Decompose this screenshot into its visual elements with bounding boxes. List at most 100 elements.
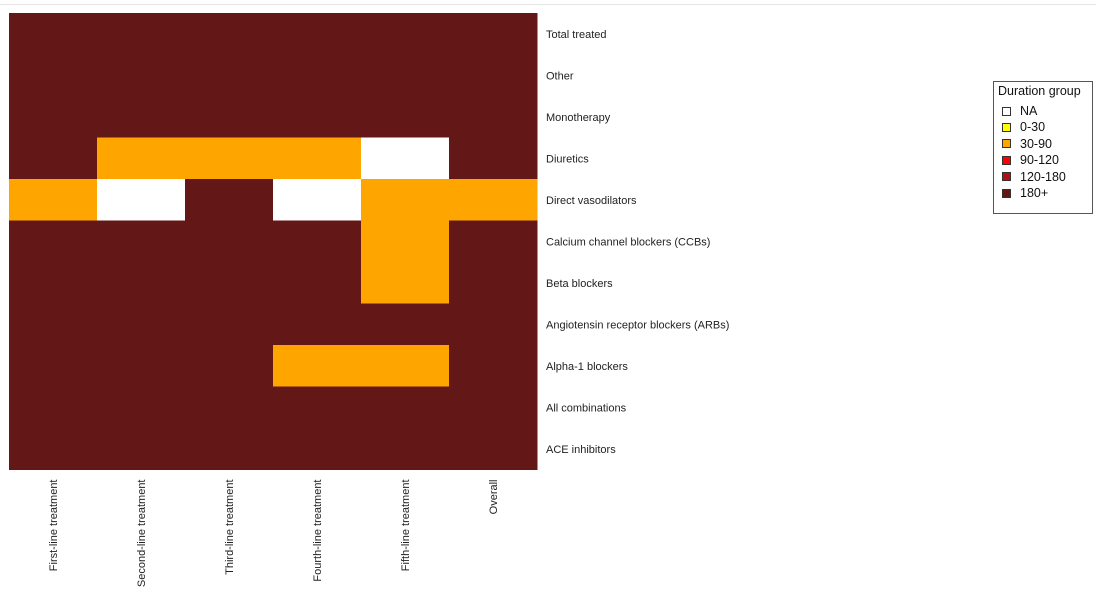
heatmap-cell — [185, 179, 274, 221]
column-label: Fifth-line treatment — [400, 480, 412, 572]
heatmap-cell — [449, 137, 538, 180]
row-label: Calcium channel blockers (CCBs) — [546, 236, 710, 248]
column-labels: First-line treatment Second-line treatmen… — [48, 480, 500, 588]
legend-item: 0-30 — [1002, 119, 1045, 135]
heatmap-cell — [361, 220, 450, 263]
heatmap-cell — [361, 345, 450, 387]
heatmap-cell — [449, 262, 538, 304]
heatmap-cell — [273, 220, 362, 263]
heatmap-cell — [97, 13, 186, 55]
heatmap-cell — [97, 220, 186, 263]
heatmap-cell — [9, 54, 98, 97]
heatmap-cell — [185, 345, 274, 387]
legend-label: 90-120 — [1020, 153, 1059, 168]
heatmap-cell — [9, 13, 98, 55]
heatmap-cell — [273, 179, 362, 221]
heatmap-cell — [9, 386, 98, 429]
heatmap-cell — [273, 54, 362, 97]
row-label: Other — [546, 70, 574, 82]
legend-label: NA — [1020, 104, 1038, 118]
heatmap-cell — [361, 13, 450, 55]
row-label: Angiotensin receptor blockers (ARBs) — [546, 319, 729, 331]
heatmap-cell — [449, 220, 538, 263]
row-label: Total treated — [546, 29, 607, 41]
legend-label: 180+ — [1020, 186, 1049, 200]
heatmap-cell — [9, 220, 98, 263]
heatmap-cell — [449, 96, 538, 138]
heatmap-cell — [273, 262, 362, 304]
heatmap-cell — [449, 303, 538, 346]
heatmap-cell — [361, 386, 450, 429]
heatmap-cell — [9, 262, 98, 304]
heatmap-cell — [185, 386, 274, 429]
heatmap-cell — [185, 13, 274, 55]
column-label: Fourth-line treatment — [312, 480, 324, 582]
heatmap-cell — [449, 345, 538, 387]
heatmap-cell — [9, 345, 98, 387]
row-label: All combinations — [546, 402, 627, 414]
row-label: ACE inhibitors — [546, 444, 616, 456]
heatmap-cell — [9, 179, 98, 221]
heatmap-cell — [449, 386, 538, 429]
heatmap-cell — [273, 303, 362, 346]
row-label: Diuretics — [546, 153, 589, 165]
heatmap-cell — [273, 96, 362, 138]
legend-label: 30-90 — [1020, 136, 1052, 151]
legend-swatch — [1002, 155, 1011, 165]
row-label: Direct vasodilators — [546, 195, 637, 207]
legend-swatch — [1002, 172, 1011, 182]
heatmap-cell — [185, 137, 274, 180]
column-label: Overall — [488, 480, 500, 515]
row-label: Beta blockers — [546, 278, 613, 290]
heatmap-cell — [449, 179, 538, 221]
heatmap-cell — [361, 54, 450, 97]
legend-item: 90-120 — [1002, 152, 1059, 168]
heatmap-cell — [97, 137, 186, 180]
heatmap-cell — [361, 179, 450, 221]
heatmap-cell — [9, 428, 98, 470]
heatmap-cell — [361, 303, 450, 346]
heatmap-cell — [273, 137, 362, 180]
heatmap-cell — [449, 428, 538, 470]
legend-swatch — [1002, 122, 1011, 132]
legend-label: 0-30 — [1020, 120, 1046, 135]
legend-swatch — [1002, 106, 1011, 116]
heatmap-cell — [9, 303, 98, 346]
legend-item: 120-180 — [1002, 169, 1066, 185]
heatmap-cell — [97, 386, 186, 429]
legend: Duration group NA 0-30 30-90 90-120 120-180 1… — [993, 81, 1093, 214]
heatmap-cell — [361, 96, 450, 138]
heatmap-cell — [185, 54, 274, 97]
column-label: First-line treatment — [48, 480, 60, 572]
heatmap-cell — [273, 428, 362, 470]
legend-title: Duration group — [998, 84, 1081, 98]
heatmap-cell — [185, 220, 274, 263]
heatmap-cell — [9, 137, 98, 180]
heatmap-cell — [97, 303, 186, 346]
heatmap-cell — [361, 137, 450, 180]
heatmap-cell — [273, 345, 362, 387]
column-label: Second-line treatment — [136, 480, 148, 588]
heatmap-cell — [361, 262, 450, 304]
row-labels: Total treated Other Monotherapy Diuretics Di… — [546, 29, 729, 456]
heatmap-cell — [97, 54, 186, 97]
heatmap-cell — [273, 13, 362, 55]
top-divider — [0, 4, 1096, 5]
legend-item: NA — [1002, 103, 1037, 119]
heatmap-cell — [97, 96, 186, 138]
heatmap-cell — [97, 262, 186, 304]
heatmap-cell — [185, 96, 274, 138]
heatmap-cell — [97, 345, 186, 387]
column-label: Third-line treatment — [224, 480, 236, 575]
heatmap-cell — [9, 96, 98, 138]
legend-swatch — [1002, 139, 1011, 149]
heatmap-cell — [97, 179, 186, 221]
row-label: Alpha-1 blockers — [546, 361, 628, 373]
heatmap-cell — [97, 428, 186, 470]
heatmap-cell — [449, 54, 538, 97]
heatmap-cell — [449, 13, 538, 55]
heatmap-cell — [361, 428, 450, 470]
heatmap-cell — [273, 386, 362, 429]
heatmap-cells — [9, 13, 538, 470]
heatmap-cell — [185, 428, 274, 470]
